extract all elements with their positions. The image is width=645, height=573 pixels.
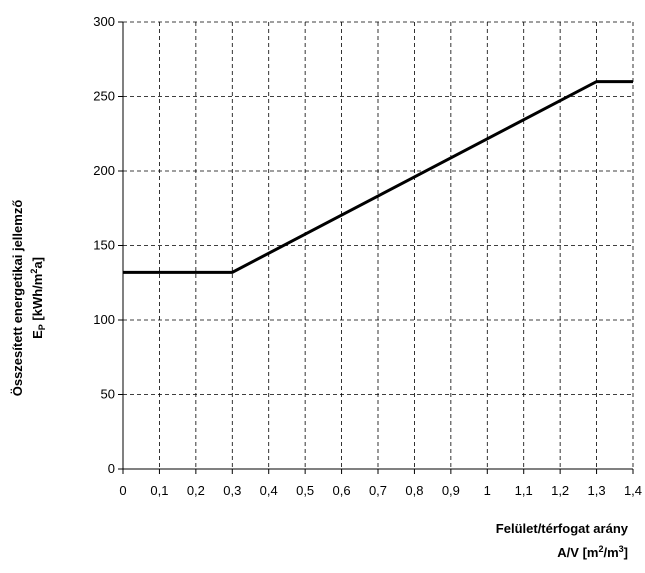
x-tick-label: 0,2 <box>187 483 205 498</box>
x-axis-unit-end: ] <box>624 545 628 560</box>
x-axis-title-line2: A/V [m2/m3] <box>557 544 628 560</box>
x-axis-unit-superscript-2: 3 <box>619 544 624 554</box>
x-tick-label: 0,4 <box>260 483 278 498</box>
y-axis-symbol: E <box>30 330 45 339</box>
y-axis-symbol-subscript: P <box>37 324 47 330</box>
series-layer <box>123 80 633 274</box>
y-tick-label: 300 <box>93 14 115 29</box>
x-tick-label: 0,1 <box>150 483 168 498</box>
y-axis-unit: [kWh/m <box>30 274 45 325</box>
x-tick-label: 1,1 <box>515 483 533 498</box>
y-axis-title-line2: EP [kWh/m2a] <box>29 257 47 339</box>
x-tick-label: 1,4 <box>624 483 642 498</box>
y-tick-label: 200 <box>93 163 115 178</box>
y-axis-unit-superscript: 2 <box>29 269 39 274</box>
y-axis-title: Összesített energetikai jellemző EP [kWh… <box>10 200 47 397</box>
x-tick-label: 0,5 <box>296 483 314 498</box>
x-axis-unit-mid: /m <box>603 545 618 560</box>
y-tick-label: 50 <box>101 387 115 402</box>
x-tick-label: 0,9 <box>442 483 460 498</box>
x-axis-unit: A/V [m <box>557 545 598 560</box>
y-tick-label: 150 <box>93 238 115 253</box>
y-tick-label: 100 <box>93 312 115 327</box>
x-tick-label: 0 <box>119 483 126 498</box>
y-axis-title-line1: Összesített energetikai jellemző <box>10 200 25 397</box>
y-tick-label: 0 <box>108 461 115 476</box>
x-tick-label: 1,3 <box>588 483 606 498</box>
x-tick-label: 0,8 <box>405 483 423 498</box>
y-axis-unit-end: a] <box>30 257 45 269</box>
x-axis-unit-superscript-1: 2 <box>598 544 603 554</box>
y-tick-label: 250 <box>93 89 115 104</box>
tick-labels: 0 50 100 150 200 250 300 0 0,1 0,2 0,3 0,4 0,5 0,6 0,7… <box>93 14 642 498</box>
x-tick-label: 0,3 <box>223 483 241 498</box>
x-tick-label: 1 <box>484 483 491 498</box>
series-line <box>123 80 633 274</box>
x-axis-title-line1: Felület/térfogat arány <box>496 521 629 536</box>
x-tick-label: 1,2 <box>551 483 569 498</box>
axes <box>118 21 634 474</box>
grid <box>123 21 634 469</box>
x-tick-label: 0,7 <box>369 483 387 498</box>
x-tick-label: 0,6 <box>333 483 351 498</box>
